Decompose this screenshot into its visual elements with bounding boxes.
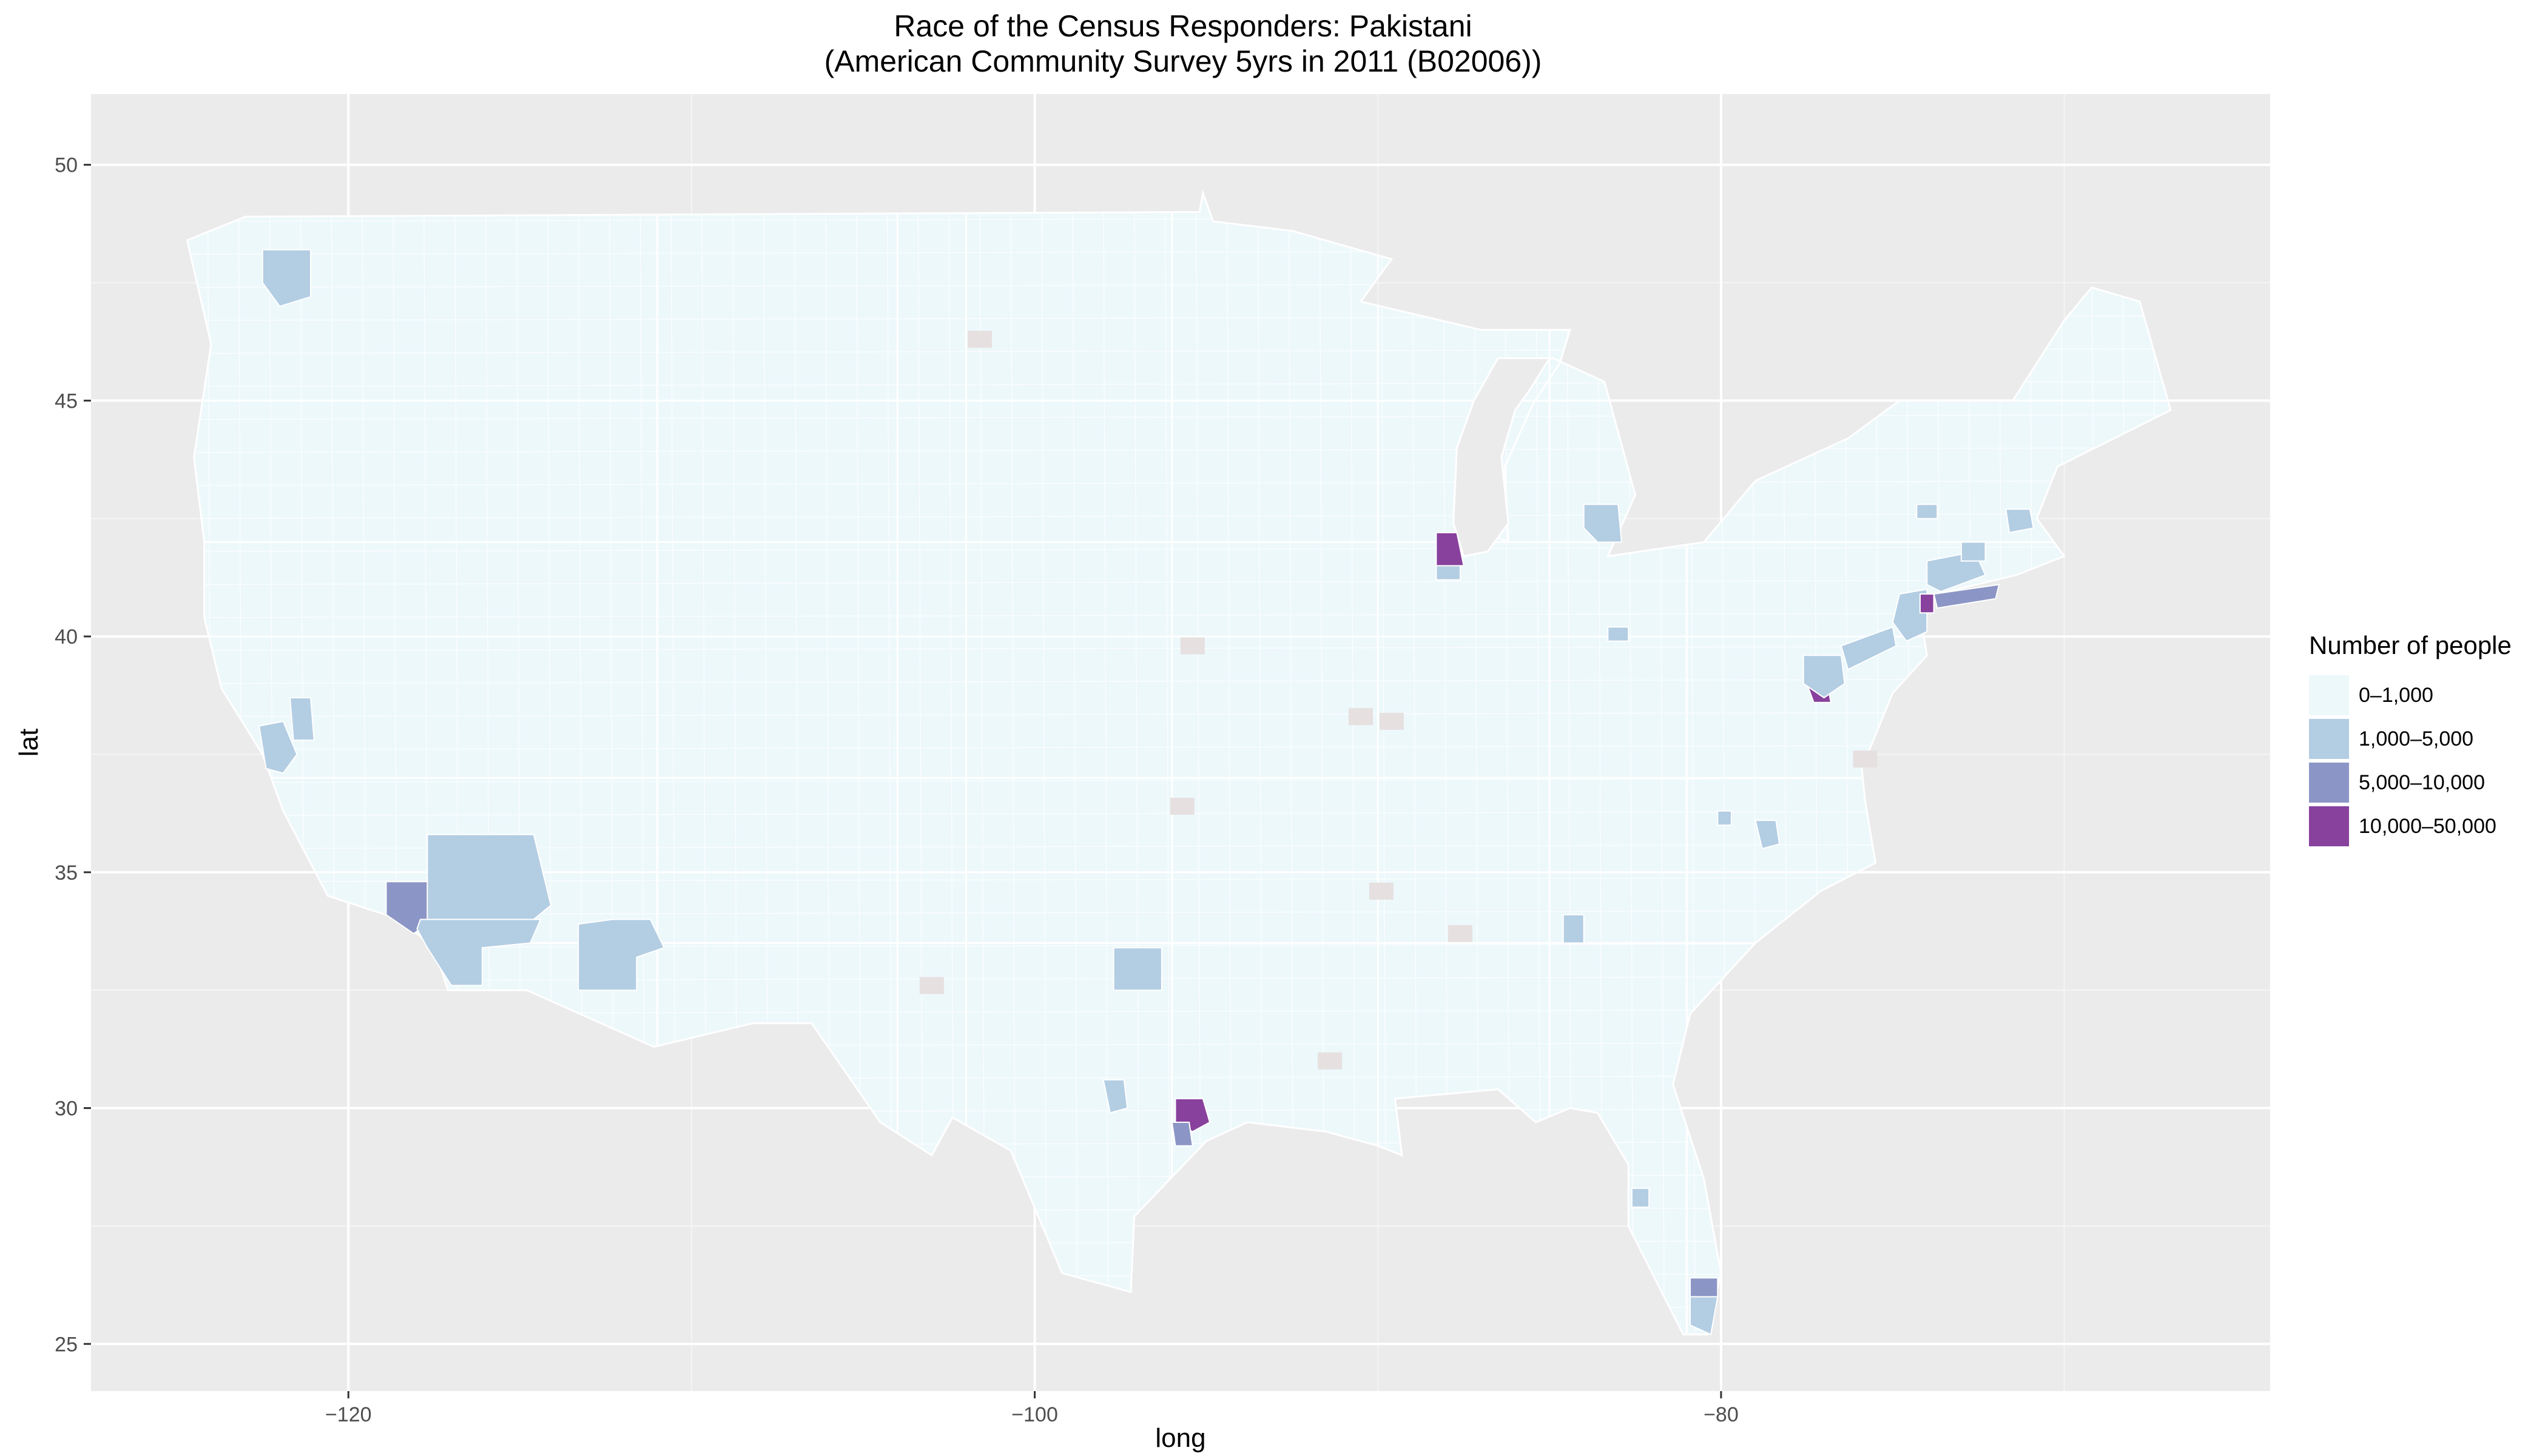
county-line — [177, 165, 181, 1391]
county-line — [2185, 165, 2189, 1391]
county-region — [1690, 1277, 1719, 1298]
county-region — [1102, 1079, 1128, 1114]
county-region — [578, 918, 666, 991]
x-tick-label: −100 — [1011, 1403, 1058, 1426]
county-line — [187, 711, 2171, 717]
county-region — [1754, 820, 1781, 850]
county-line — [187, 546, 2171, 552]
y-axis-title: lat — [14, 729, 44, 757]
county-region — [1802, 655, 1845, 699]
legend-swatch — [2309, 763, 2349, 803]
county-line — [187, 678, 2171, 684]
county-region — [1916, 504, 1938, 519]
no-data-county — [1348, 708, 1373, 726]
legend: Number of people 0–1,000 1,000–5,000 5,000… — [2309, 631, 2512, 848]
y-tick-label: 50 — [55, 154, 78, 177]
no-data-county — [1448, 925, 1473, 942]
legend-swatch — [2309, 806, 2349, 846]
legend-swatch — [2309, 719, 2349, 759]
chart-title: Race of the Census Responders: Pakistani — [894, 9, 1472, 43]
county-region — [1919, 593, 1935, 614]
county-line — [187, 447, 2171, 453]
no-data-county — [1170, 797, 1195, 815]
no-data-county — [1369, 882, 1394, 900]
county-region — [1690, 1296, 1719, 1336]
county-line — [187, 612, 2171, 618]
county-region — [1840, 626, 1897, 670]
no-data-county — [919, 977, 944, 994]
x-tick-label: −120 — [325, 1403, 372, 1426]
county-line — [1967, 193, 1974, 1335]
county-line — [2153, 193, 2159, 1335]
county-region — [1435, 565, 1461, 581]
legend-label: 5,000–10,000 — [2359, 770, 2485, 794]
county-region — [426, 834, 552, 920]
county-line — [1936, 193, 1943, 1335]
county-line — [1906, 193, 1912, 1335]
county-line — [187, 579, 2171, 585]
y-tick-label: 25 — [55, 1333, 78, 1356]
county-line — [1998, 193, 2005, 1335]
y-tick-label: 35 — [55, 861, 78, 885]
x-axis: −120 −100 −80 — [325, 1391, 1739, 1426]
county-line — [187, 1272, 2171, 1279]
y-tick-label: 40 — [55, 625, 78, 649]
legend-swatch — [2309, 675, 2349, 715]
legend-item: 1,000–5,000 — [2309, 717, 2512, 761]
legend-label: 0–1,000 — [2359, 683, 2433, 707]
county-region — [261, 249, 311, 308]
lake-michigan — [1452, 357, 1551, 558]
county-line — [187, 1173, 2171, 1179]
county-line — [187, 1306, 2171, 1312]
legend-items: 0–1,000 1,000–5,000 5,000–10,000 10,000–50,… — [2309, 673, 2512, 848]
county-region — [1113, 947, 1162, 991]
county-region — [1607, 626, 1630, 642]
y-axis: 25 30 35 40 45 50 — [55, 154, 91, 1356]
no-data-county — [1318, 1052, 1343, 1070]
no-data-county — [1379, 713, 1404, 730]
county-line — [187, 1239, 2171, 1245]
no-data-county — [1853, 750, 1878, 768]
y-tick-label: 45 — [55, 389, 78, 413]
county-line — [2029, 193, 2036, 1335]
x-tick-label: −80 — [1704, 1403, 1739, 1426]
county-region — [1562, 914, 1585, 944]
county-region — [1435, 532, 1464, 567]
y-tick-label: 30 — [55, 1097, 78, 1121]
county-region — [1960, 541, 1986, 562]
legend-item: 10,000–50,000 — [2309, 804, 2512, 848]
no-data-county — [968, 331, 993, 348]
legend-item: 0–1,000 — [2309, 673, 2512, 717]
county-line — [187, 513, 2171, 519]
county-line — [187, 744, 2171, 750]
county-region — [258, 720, 298, 774]
county-region — [1933, 584, 2000, 609]
county-region — [1717, 810, 1732, 826]
county-region — [1171, 1121, 1193, 1147]
county-region — [1583, 504, 1622, 543]
x-axis-title: long — [1155, 1423, 1205, 1453]
legend-label: 10,000–50,000 — [2359, 814, 2496, 838]
county-region — [1631, 1187, 1650, 1208]
legend-item: 5,000–10,000 — [2309, 761, 2512, 804]
county-line — [187, 1207, 2171, 1213]
county-region — [2005, 508, 2034, 534]
no-data-county — [1180, 637, 1205, 655]
chart-subtitle: (American Community Survey 5yrs in 2011 … — [824, 44, 1542, 78]
county-line — [187, 480, 2171, 486]
county-region — [416, 918, 542, 986]
legend-title: Number of people — [2309, 631, 2512, 659]
county-region — [289, 697, 315, 741]
map-layer — [177, 165, 2189, 1391]
county-region — [1892, 588, 1928, 642]
legend-label: 1,000–5,000 — [2359, 727, 2474, 750]
county-line — [1875, 193, 1881, 1335]
